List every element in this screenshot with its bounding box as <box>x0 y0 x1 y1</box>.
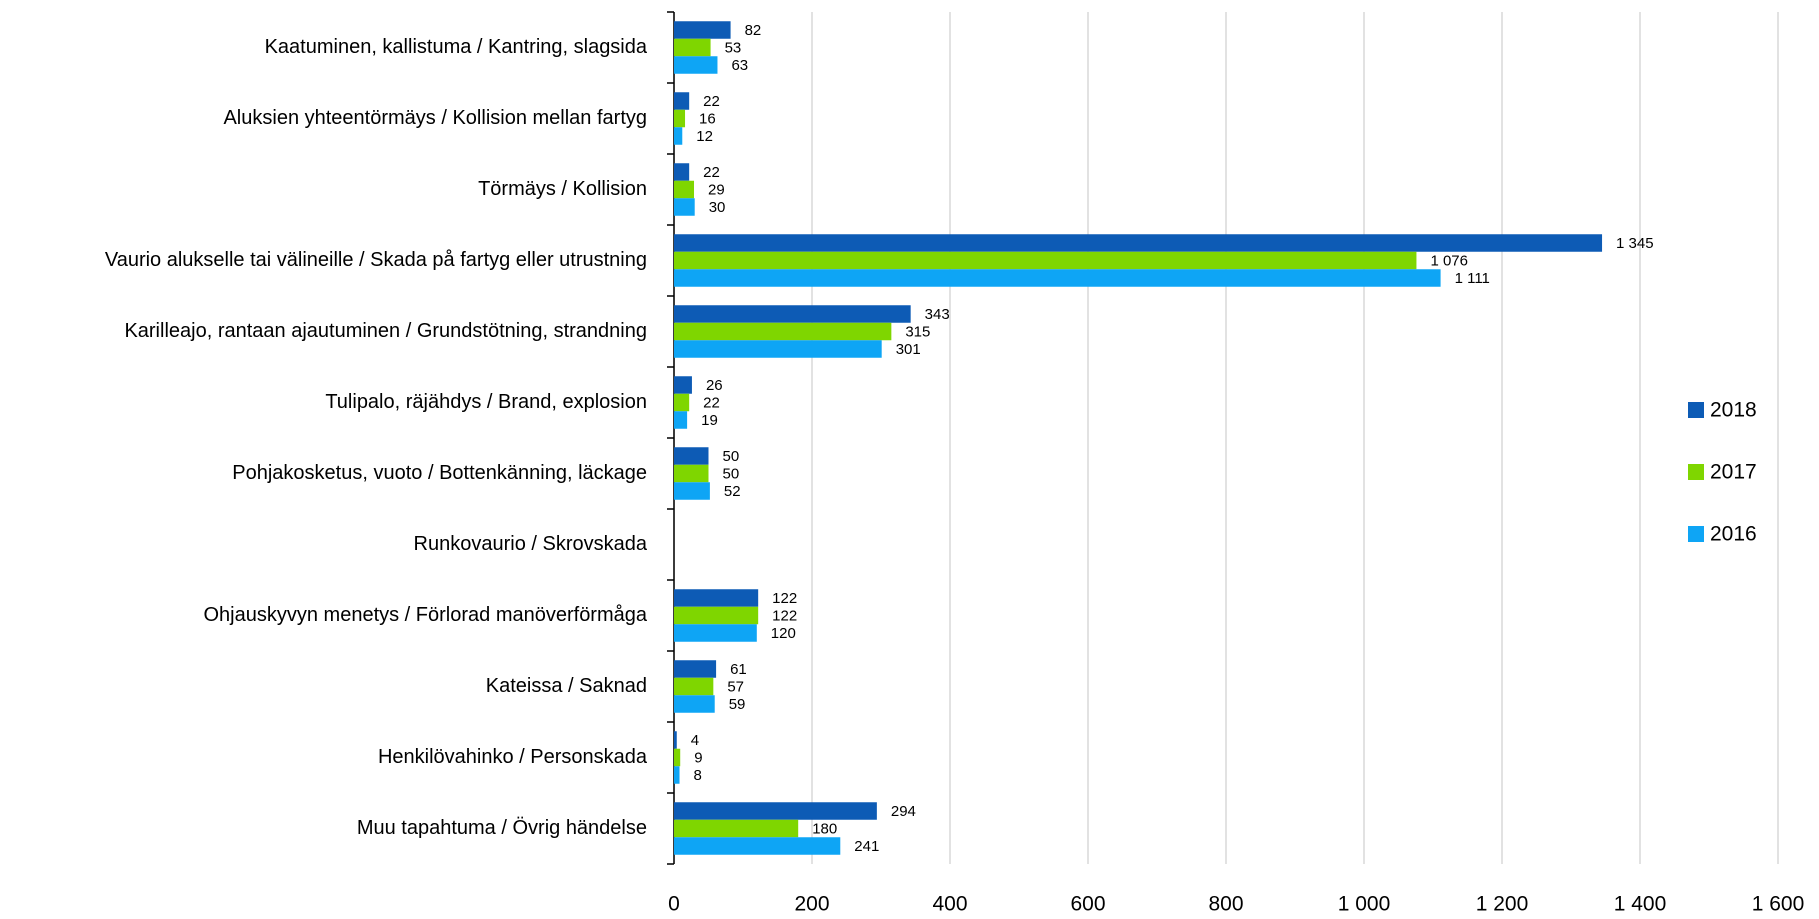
data-label: 122 <box>772 590 797 607</box>
data-label: 8 <box>694 767 702 784</box>
bar <box>674 802 877 820</box>
data-label: 12 <box>696 128 713 145</box>
y-tick-label: Kaatuminen, kallistuma / Kantring, slags… <box>265 36 648 58</box>
data-label: 22 <box>703 394 720 411</box>
data-label: 29 <box>708 181 725 198</box>
bar <box>674 38 711 57</box>
y-tick-label: Tulipalo, räjähdys / Brand, explosion <box>325 391 647 413</box>
data-label: 50 <box>723 448 740 465</box>
bar <box>674 269 1441 287</box>
bar <box>674 127 683 145</box>
bar <box>674 56 718 74</box>
bar <box>674 376 692 394</box>
data-label: 63 <box>731 57 748 74</box>
x-tick-label: 0 <box>668 893 680 916</box>
bar <box>674 837 841 855</box>
data-label: 120 <box>771 625 796 642</box>
data-label: 61 <box>730 661 747 678</box>
data-label: 30 <box>709 199 726 216</box>
x-tick-label: 1 200 <box>1476 893 1529 916</box>
x-tick-label: 1 400 <box>1614 893 1667 916</box>
data-label: 4 <box>691 732 699 749</box>
data-label: 180 <box>812 820 837 837</box>
data-label: 1 345 <box>1616 235 1654 252</box>
bar <box>674 447 709 465</box>
bar <box>674 677 714 696</box>
bar <box>674 606 759 625</box>
bar <box>674 748 681 767</box>
data-label: 315 <box>905 323 930 340</box>
bar <box>674 198 695 216</box>
data-label: 22 <box>703 164 720 181</box>
y-tick-label: Ohjauskyvyn menetys / Förlorad manöverfö… <box>203 604 647 626</box>
data-label: 53 <box>725 39 742 56</box>
x-tick-label: 600 <box>1070 893 1105 916</box>
bar <box>674 322 892 341</box>
bar <box>674 731 677 749</box>
data-label: 1 076 <box>1430 252 1468 269</box>
data-label: 26 <box>706 377 723 394</box>
y-tick-label: Pohjakosketus, vuoto / Bottenkänning, lä… <box>232 462 647 484</box>
bar <box>674 234 1603 252</box>
data-label: 301 <box>896 341 921 358</box>
y-tick-label: Runkovaurio / Skrovskada <box>414 533 648 555</box>
bar <box>674 624 757 642</box>
data-label: 52 <box>724 483 741 500</box>
bar <box>674 766 680 784</box>
data-label: 57 <box>727 678 744 695</box>
legend-swatch <box>1688 526 1704 542</box>
legend-swatch <box>1688 402 1704 418</box>
data-label: 122 <box>772 607 797 624</box>
data-label: 9 <box>694 749 702 766</box>
bar <box>674 180 695 199</box>
data-label: 82 <box>745 22 762 39</box>
y-tick-label: Henkilövahinko / Personskada <box>378 746 648 768</box>
y-tick-label: Aluksien yhteentörmäys / Kollision mella… <box>223 107 647 129</box>
y-tick-label: Muu tapahtuma / Övrig händelse <box>357 817 647 839</box>
bar <box>674 819 799 838</box>
data-label: 16 <box>699 110 716 127</box>
x-tick-label: 800 <box>1208 893 1243 916</box>
bar <box>674 163 690 181</box>
bar <box>674 660 717 678</box>
data-label: 343 <box>925 306 950 323</box>
bar <box>674 464 709 483</box>
x-tick-label: 400 <box>932 893 967 916</box>
legend-label: 2017 <box>1710 461 1757 484</box>
data-label: 294 <box>891 803 916 820</box>
bar <box>674 589 759 607</box>
legend-label: 2018 <box>1710 399 1757 422</box>
x-tick-label: 200 <box>794 893 829 916</box>
legend-label: 2016 <box>1710 523 1757 546</box>
bar <box>674 305 911 323</box>
bar <box>674 109 686 128</box>
bar <box>674 92 690 110</box>
legend-swatch <box>1688 464 1704 480</box>
x-tick-label: 1 600 <box>1752 893 1805 916</box>
data-label: 50 <box>723 465 740 482</box>
bar <box>674 340 882 358</box>
data-label: 22 <box>703 93 720 110</box>
y-tick-label: Vaurio alukselle tai välineille / Skada … <box>105 249 647 271</box>
bar <box>674 411 688 429</box>
y-tick-label: Törmäys / Kollision <box>478 178 647 200</box>
y-tick-label: Kateissa / Saknad <box>486 675 647 697</box>
data-label: 1 111 <box>1455 270 1490 287</box>
bar <box>674 251 1417 270</box>
data-label: 19 <box>701 412 718 429</box>
data-label: 241 <box>854 838 879 855</box>
bar <box>674 393 690 412</box>
x-tick-label: 1 000 <box>1338 893 1391 916</box>
data-label: 59 <box>729 696 746 713</box>
bar <box>674 695 715 713</box>
bar <box>674 21 731 39</box>
bar <box>674 482 710 500</box>
y-tick-label: Karilleajo, rantaan ajautuminen / Grunds… <box>124 320 647 342</box>
